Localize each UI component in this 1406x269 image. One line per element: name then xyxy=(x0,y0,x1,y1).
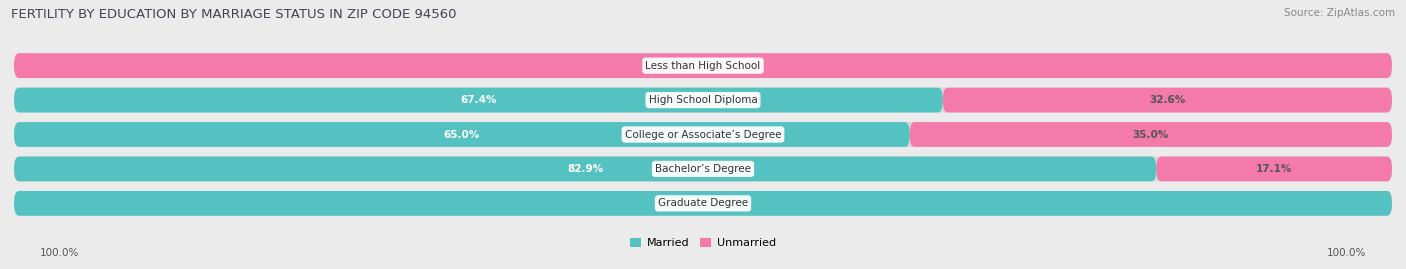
FancyBboxPatch shape xyxy=(1156,157,1392,181)
Text: 35.0%: 35.0% xyxy=(1133,129,1168,140)
Text: 0.0%: 0.0% xyxy=(717,198,745,208)
FancyBboxPatch shape xyxy=(14,122,1392,147)
Legend: Married, Unmarried: Married, Unmarried xyxy=(626,233,780,253)
FancyBboxPatch shape xyxy=(14,53,1392,78)
FancyBboxPatch shape xyxy=(14,53,1392,78)
Text: 0.0%: 0.0% xyxy=(661,61,689,71)
Text: 100.0%: 100.0% xyxy=(1327,248,1367,258)
Text: FERTILITY BY EDUCATION BY MARRIAGE STATUS IN ZIP CODE 94560: FERTILITY BY EDUCATION BY MARRIAGE STATU… xyxy=(11,8,457,21)
Text: 17.1%: 17.1% xyxy=(1256,164,1292,174)
Text: Less than High School: Less than High School xyxy=(645,61,761,71)
Text: 100.0%: 100.0% xyxy=(39,248,79,258)
FancyBboxPatch shape xyxy=(14,88,1392,112)
Text: 65.0%: 65.0% xyxy=(444,129,479,140)
Text: Bachelor’s Degree: Bachelor’s Degree xyxy=(655,164,751,174)
Text: College or Associate’s Degree: College or Associate’s Degree xyxy=(624,129,782,140)
Text: 100.0%: 100.0% xyxy=(682,198,724,208)
FancyBboxPatch shape xyxy=(14,191,1392,216)
FancyBboxPatch shape xyxy=(14,157,1156,181)
Text: 67.4%: 67.4% xyxy=(460,95,496,105)
Text: High School Diploma: High School Diploma xyxy=(648,95,758,105)
Text: Graduate Degree: Graduate Degree xyxy=(658,198,748,208)
FancyBboxPatch shape xyxy=(14,122,910,147)
FancyBboxPatch shape xyxy=(14,157,1392,181)
Text: Source: ZipAtlas.com: Source: ZipAtlas.com xyxy=(1284,8,1395,18)
FancyBboxPatch shape xyxy=(14,88,943,112)
FancyBboxPatch shape xyxy=(910,122,1392,147)
FancyBboxPatch shape xyxy=(943,88,1392,112)
Text: 100.0%: 100.0% xyxy=(682,61,724,71)
Text: 32.6%: 32.6% xyxy=(1149,95,1185,105)
FancyBboxPatch shape xyxy=(14,191,1392,216)
Text: 82.9%: 82.9% xyxy=(567,164,603,174)
